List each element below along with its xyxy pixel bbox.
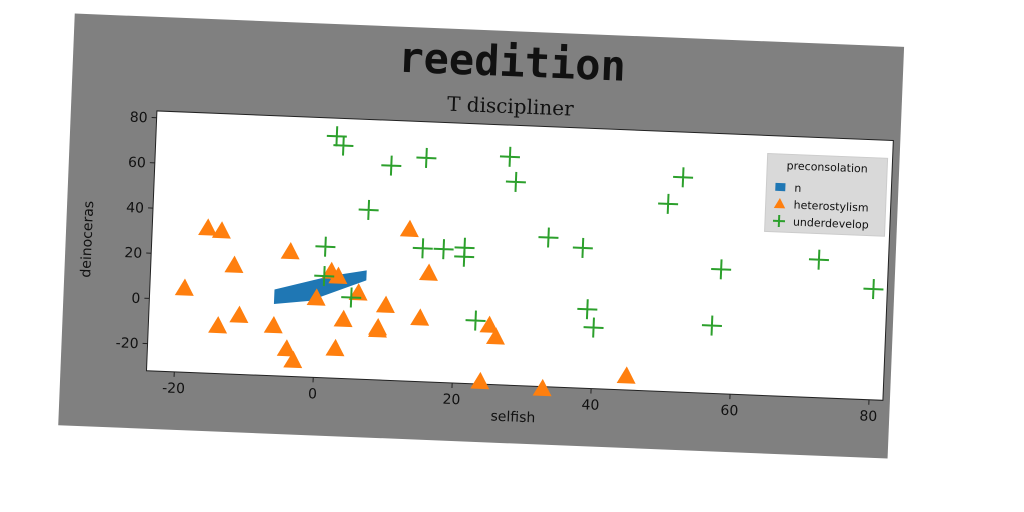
legend-label: n [794, 182, 802, 195]
y-tick-label: -20 [115, 335, 138, 352]
x-tick-label: 60 [720, 403, 738, 420]
x-tick-label: 80 [859, 408, 877, 425]
y-tick-label: 20 [124, 245, 142, 262]
chart-subtitle: T discipliner [447, 92, 575, 121]
y-tick-label: 80 [129, 110, 147, 127]
chart-title: reedition [398, 33, 627, 91]
legend-marker-n [775, 183, 785, 191]
x-tick-label: 20 [442, 392, 460, 409]
y-tick-label: 60 [128, 155, 146, 172]
x-tick-label: 40 [581, 397, 599, 414]
y-tick-label: 40 [126, 200, 144, 217]
y-tick-label: 0 [131, 291, 141, 307]
x-axis-label: selfish [490, 409, 535, 427]
x-tick-label: -20 [162, 380, 185, 397]
legend: preconsolation nheterostylismunderdevelo… [765, 153, 888, 236]
x-tick-label: 0 [308, 386, 318, 402]
y-axis-label: deinoceras [78, 201, 97, 278]
